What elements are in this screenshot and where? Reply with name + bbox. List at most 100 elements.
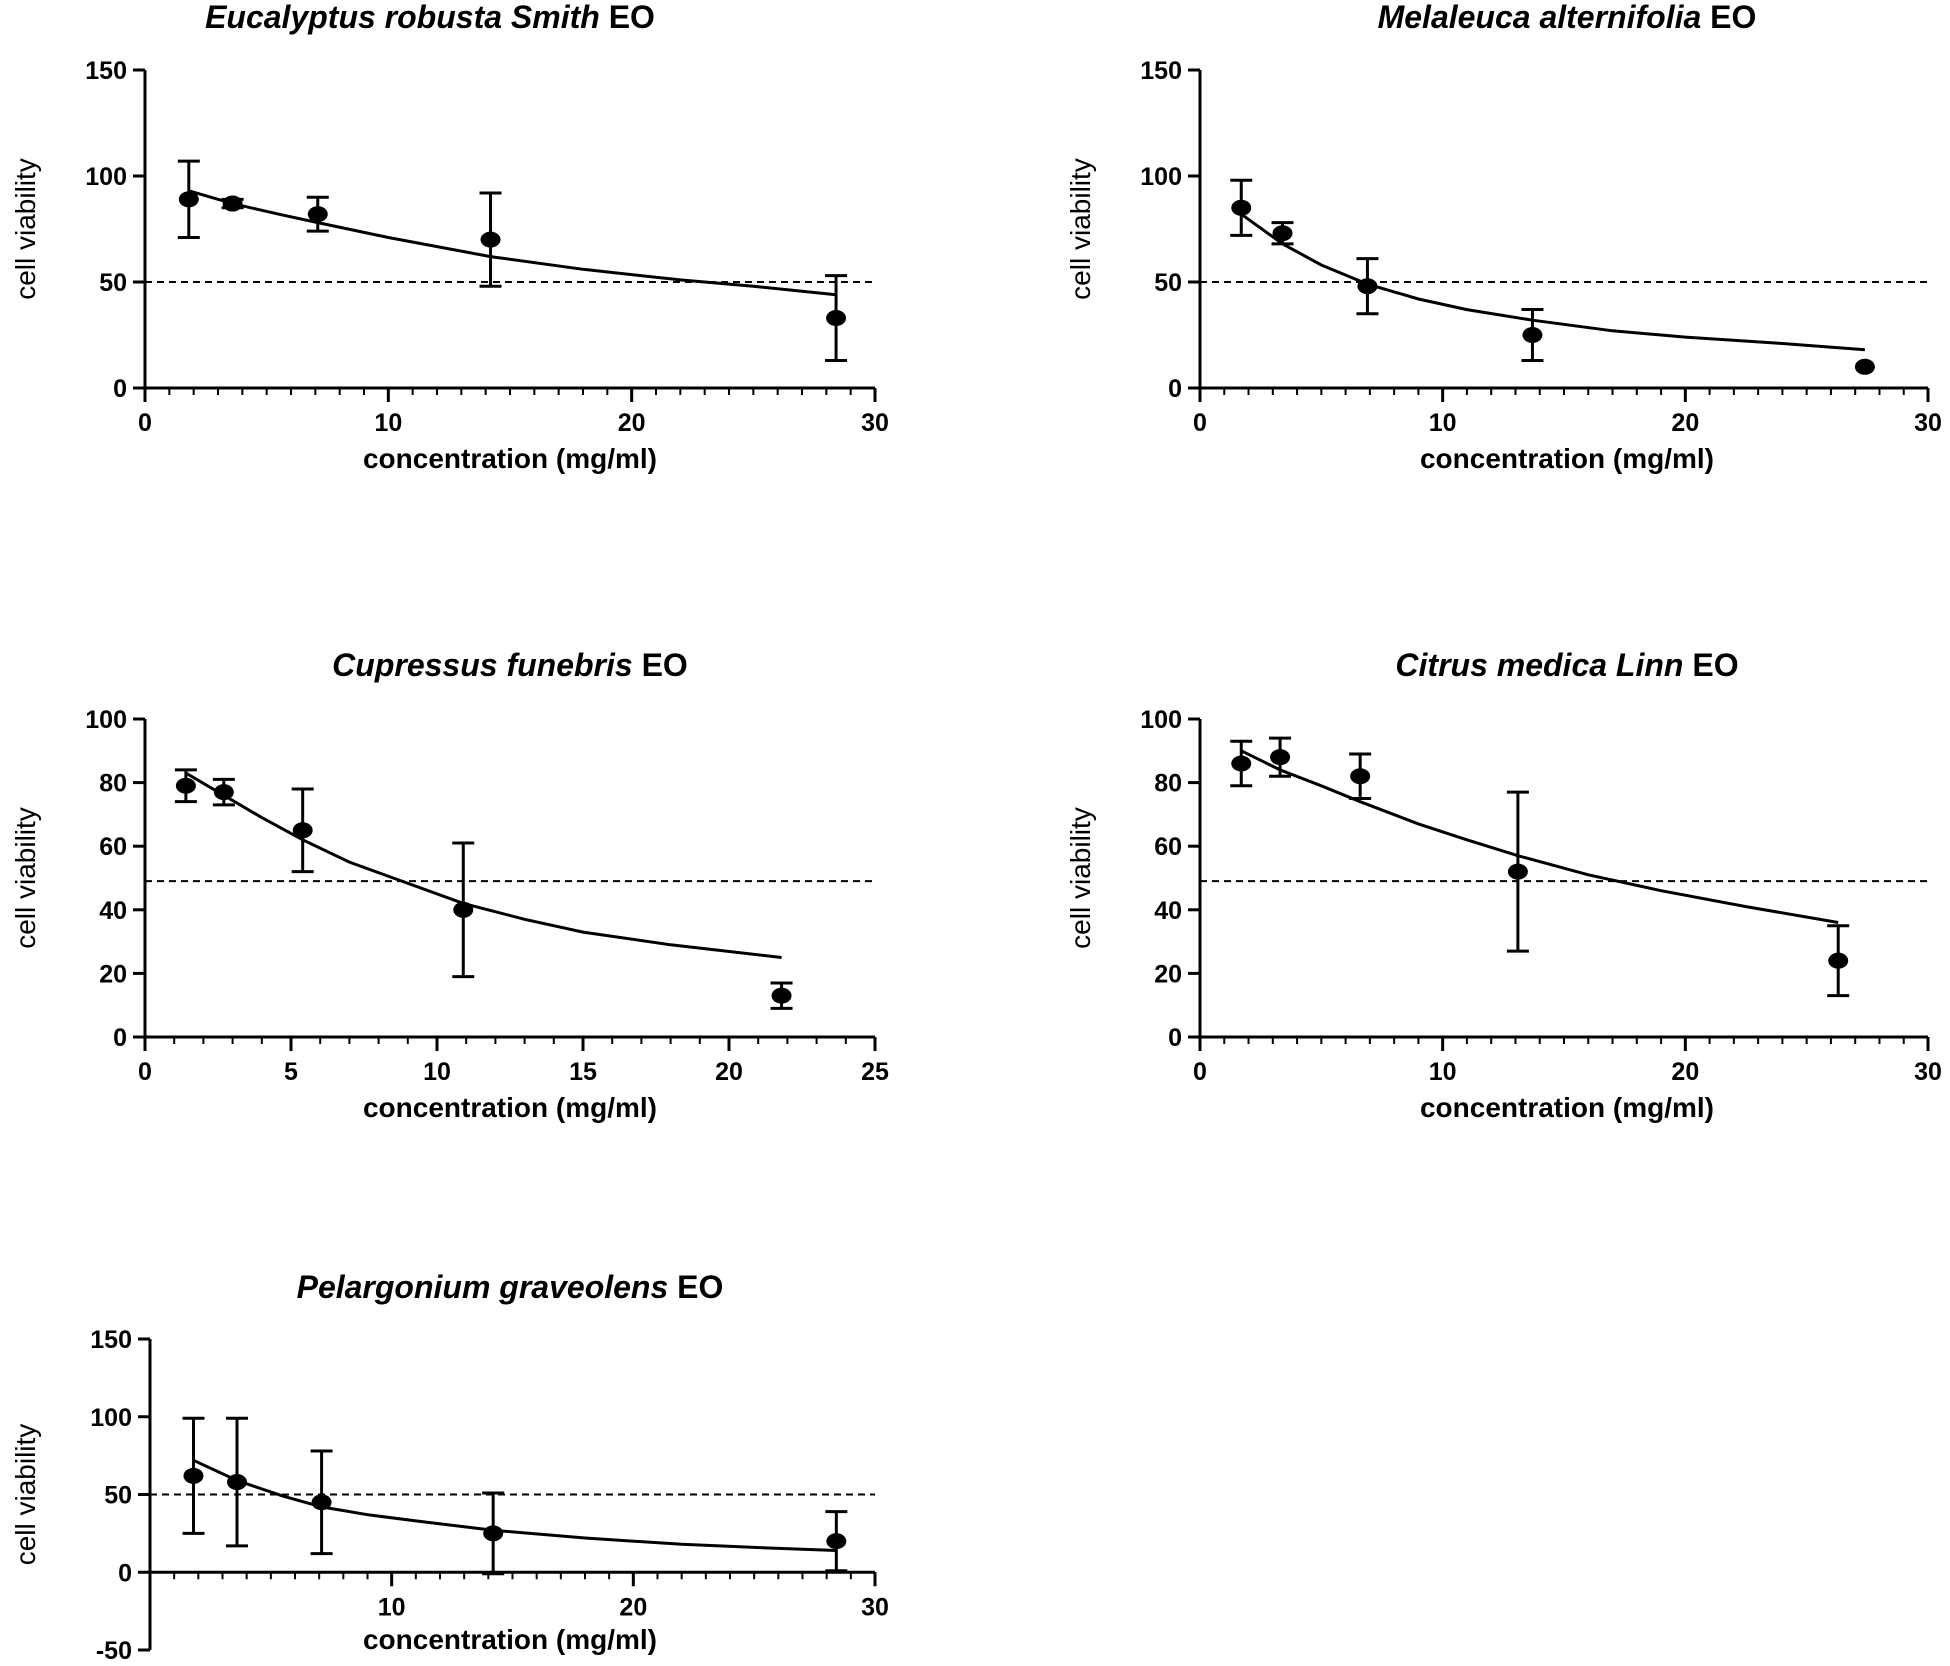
- fit-curve: [1240, 749, 1839, 924]
- data-point: [1231, 199, 1252, 216]
- chart-panel-5: Pelargonium graveolens EO -50 0 50 100 150 10 2…: [10, 1269, 889, 1665]
- y-tick-label: -50: [96, 1637, 132, 1661]
- y-tick-label: 100: [1140, 163, 1182, 191]
- y-tick-label: 20: [1154, 960, 1182, 988]
- x-axis-label: concentration (mg/ml): [1420, 1092, 1714, 1123]
- x-axis-label: concentration (mg/ml): [363, 1624, 657, 1655]
- y-axis-label: cell viability: [1065, 807, 1096, 949]
- x-tick-label: 30: [861, 409, 889, 437]
- data-point: [453, 901, 474, 918]
- data-point: [1357, 278, 1378, 295]
- data-point: [1828, 952, 1849, 969]
- chart-title: Melaleuca alternifolia EO: [1378, 0, 1757, 35]
- x-tick-label: 0: [138, 1058, 152, 1086]
- x-tick-label: 20: [1671, 409, 1699, 437]
- data-point: [311, 1494, 332, 1511]
- y-axis-label: cell viability: [10, 158, 41, 300]
- chart-title-species: Melaleuca alternifolia: [1378, 0, 1702, 35]
- data-point: [213, 784, 234, 801]
- data-point: [175, 777, 196, 794]
- y-tick-label: 100: [85, 706, 127, 734]
- chart-panel-3: Cupressus funebris EO 0 20 40 60 80 100 0 5 10 15 2…: [10, 647, 889, 1123]
- x-tick-label: 0: [1193, 409, 1207, 437]
- y-tick-label: 60: [99, 833, 127, 861]
- y-tick-label: 150: [85, 57, 127, 85]
- x-tick-label: 5: [284, 1058, 298, 1086]
- chart-title: Eucalyptus robusta Smith EO: [205, 0, 655, 35]
- data-point: [771, 987, 792, 1004]
- x-tick-label: 10: [374, 409, 402, 437]
- y-tick-label: 150: [1140, 57, 1182, 85]
- y-tick-label: 40: [99, 897, 127, 925]
- x-tick-label: 0: [138, 409, 152, 437]
- x-axis-label: concentration (mg/ml): [363, 443, 657, 474]
- x-tick-label: 10: [1429, 1058, 1457, 1086]
- y-tick-label: 0: [113, 1024, 127, 1052]
- y-tick-label: 0: [1168, 1024, 1182, 1052]
- y-tick-label: 100: [1140, 706, 1182, 734]
- y-tick-label: 50: [104, 1482, 132, 1510]
- chart-panel-4: Citrus medica Linn EO 0 20 40 60 80 100 0 10 20 30…: [1065, 647, 1942, 1123]
- y-tick-label: 80: [1154, 770, 1182, 798]
- x-tick-label: 20: [618, 409, 646, 437]
- fit-curve: [1240, 212, 1866, 352]
- fit-curve: [192, 1458, 837, 1552]
- y-tick-label: 0: [113, 375, 127, 403]
- x-tick-label: 10: [1429, 409, 1457, 437]
- x-tick-label: 30: [1914, 1058, 1942, 1086]
- chart-title-suffix: EO: [633, 647, 688, 683]
- data-point: [178, 191, 199, 208]
- y-tick-label: 20: [99, 960, 127, 988]
- x-tick-label: 25: [861, 1058, 889, 1086]
- fit-curve: [185, 771, 782, 959]
- data-point: [1507, 863, 1528, 880]
- data-point: [227, 1474, 247, 1491]
- x-tick-label: 30: [861, 1593, 889, 1621]
- x-tick-label: 10: [378, 1593, 406, 1621]
- chart-title-species: Citrus medica Linn: [1395, 647, 1683, 683]
- y-tick-label: 80: [99, 770, 127, 798]
- fit-curve: [188, 189, 837, 297]
- x-tick-label: 15: [569, 1058, 597, 1086]
- y-tick-label: 0: [118, 1559, 132, 1587]
- y-tick-label: 150: [90, 1326, 132, 1354]
- data-point: [826, 310, 847, 327]
- y-tick-label: 50: [99, 269, 127, 297]
- y-axis-label: cell viability: [10, 807, 41, 949]
- y-tick-label: 40: [1154, 897, 1182, 925]
- chart-title-species: Pelargonium graveolens: [297, 1269, 669, 1305]
- y-axis-label: cell viability: [10, 1424, 41, 1566]
- chart-title-suffix: EO: [1683, 647, 1738, 683]
- x-tick-label: 10: [423, 1058, 451, 1086]
- chart-panel-1: Eucalyptus robusta Smith EO 0 50 100 150 0 10 2…: [10, 0, 889, 474]
- data-point: [826, 1533, 847, 1550]
- y-tick-label: 100: [90, 1404, 132, 1432]
- data-point: [1522, 327, 1543, 343]
- x-axis-label: concentration (mg/ml): [1420, 443, 1714, 474]
- x-axis-label: concentration (mg/ml): [363, 1092, 657, 1123]
- data-point: [222, 195, 243, 212]
- y-tick-label: 100: [85, 163, 127, 191]
- data-point: [1350, 768, 1371, 785]
- y-tick-label: 60: [1154, 833, 1182, 861]
- data-point: [307, 206, 328, 223]
- chart-title: Pelargonium graveolens EO: [297, 1269, 724, 1305]
- x-tick-label: 20: [1671, 1058, 1699, 1086]
- chart-title-suffix: EO: [600, 0, 655, 35]
- chart-title: Citrus medica Linn EO: [1395, 647, 1738, 683]
- y-tick-label: 50: [1154, 269, 1182, 297]
- chart-panel-2: Melaleuca alternifolia EO 0 50 100 150 0 10 20 3…: [1065, 0, 1942, 474]
- data-point: [1270, 749, 1291, 766]
- x-tick-label: 20: [619, 1593, 647, 1621]
- data-point: [1231, 755, 1252, 772]
- data-point: [1272, 225, 1293, 242]
- chart-title-suffix: EO: [1701, 0, 1756, 35]
- data-point: [1854, 358, 1875, 375]
- data-point: [183, 1467, 204, 1484]
- chart-title-species: Eucalyptus robusta Smith: [205, 0, 600, 35]
- x-tick-label: 30: [1914, 409, 1942, 437]
- x-tick-label: 0: [1193, 1058, 1207, 1086]
- chart-title-suffix: EO: [668, 1269, 723, 1305]
